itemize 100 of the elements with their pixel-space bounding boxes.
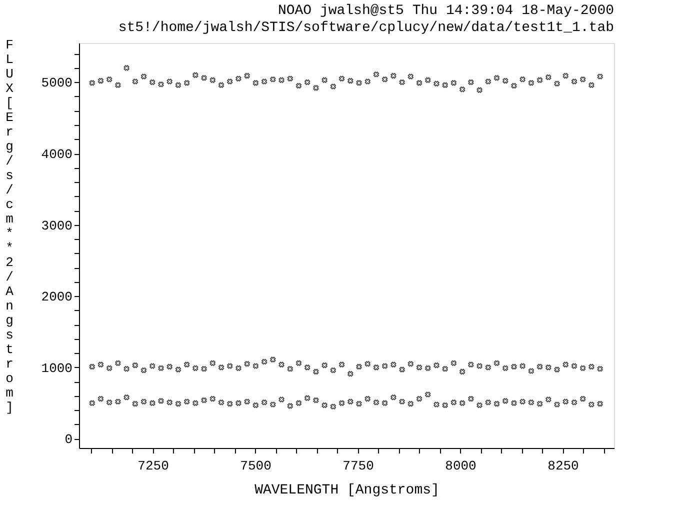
point: [520, 398, 526, 404]
point: [278, 396, 284, 402]
point: [502, 398, 508, 404]
point: [236, 365, 242, 371]
point: [562, 72, 568, 79]
point: [227, 78, 233, 84]
point: [348, 78, 354, 84]
point: [554, 402, 560, 408]
point: [150, 400, 156, 406]
point: [227, 400, 233, 407]
point: [150, 79, 156, 86]
point: [166, 78, 172, 84]
point: [597, 400, 603, 407]
point: [399, 366, 405, 372]
point: [468, 79, 474, 86]
point: [528, 368, 534, 374]
point: [330, 404, 336, 410]
y-tick-label: 4000: [41, 147, 72, 162]
point: [356, 80, 362, 86]
point: [434, 80, 440, 86]
point: [106, 76, 112, 82]
point: [192, 72, 198, 78]
point: [373, 400, 380, 406]
point: [338, 400, 345, 406]
point: [192, 365, 198, 371]
point: [442, 366, 448, 372]
point: [588, 364, 594, 370]
point: [580, 76, 586, 82]
point: [571, 400, 578, 406]
point: [150, 363, 156, 369]
point: [571, 363, 578, 369]
point: [450, 80, 457, 86]
point: [201, 397, 207, 404]
point: [511, 82, 517, 89]
point: [89, 400, 95, 406]
point: [140, 367, 147, 374]
point: [210, 396, 216, 402]
point: [536, 364, 543, 370]
point: [218, 400, 224, 406]
point: [399, 398, 405, 404]
y-tick-label: 3000: [41, 218, 72, 234]
point: [313, 368, 319, 375]
point: [390, 394, 396, 400]
point: [132, 78, 138, 84]
point: [278, 77, 284, 83]
point: [218, 364, 224, 370]
point: [425, 77, 431, 83]
point: [546, 364, 552, 370]
point: [416, 80, 422, 86]
point: [536, 77, 543, 83]
point: [442, 402, 448, 408]
point: [124, 65, 130, 71]
point: [364, 78, 370, 84]
point: [115, 82, 121, 88]
point: [364, 361, 370, 367]
point: [270, 356, 276, 362]
point: [98, 396, 104, 402]
point: [236, 400, 242, 406]
point: [580, 365, 586, 371]
point: [597, 366, 603, 372]
point: [373, 364, 380, 370]
point: [382, 400, 388, 406]
point: [218, 82, 224, 88]
point: [330, 367, 336, 374]
point: [322, 402, 328, 408]
point: [158, 365, 164, 371]
y-tick-label: 5000: [41, 76, 72, 91]
point: [106, 400, 112, 406]
point: [89, 364, 95, 370]
point: [356, 364, 362, 370]
point: [502, 78, 508, 84]
point: [459, 400, 466, 406]
point: [528, 400, 534, 406]
point: [562, 398, 568, 404]
point: [468, 362, 474, 368]
point: [175, 400, 182, 407]
point: [554, 80, 560, 86]
point: [261, 78, 268, 84]
point: [236, 76, 242, 82]
point: [520, 363, 526, 369]
point: [227, 363, 233, 369]
point: [425, 392, 431, 398]
point: [210, 360, 216, 366]
x-tick-label: 7500: [240, 458, 272, 474]
y-tick-label: 2000: [41, 290, 72, 305]
point: [98, 78, 104, 84]
point: [554, 366, 560, 372]
point: [511, 364, 517, 370]
point: [287, 403, 293, 409]
point: [348, 398, 354, 404]
point: [520, 76, 526, 82]
point: [270, 76, 276, 82]
point: [304, 395, 310, 401]
point: [450, 400, 457, 406]
point: [382, 76, 388, 82]
point: [485, 364, 491, 370]
point: [244, 398, 250, 404]
text: FLUX [Erg/s/cm**2/Angstrom]: [6, 38, 14, 415]
x-tick-label: 8250: [548, 458, 579, 474]
point: [296, 82, 302, 89]
